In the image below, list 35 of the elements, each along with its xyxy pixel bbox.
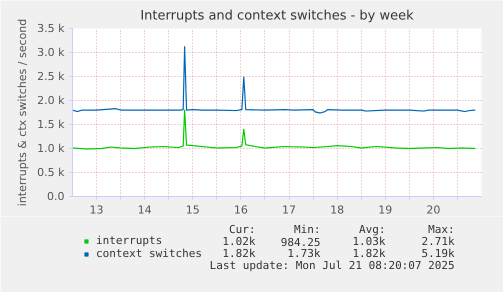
y-tick-label: 1.0 k <box>37 142 66 155</box>
x-tick-label: 14 <box>138 204 152 216</box>
y-tick-label: 0.0 <box>47 190 65 203</box>
x-tick-label: 15 <box>186 204 200 216</box>
x-tick-label: 17 <box>282 204 296 216</box>
x-tick-label: 20 <box>426 204 440 216</box>
text: 1.03k <box>352 235 386 248</box>
x-tick-label: 13 <box>90 204 104 216</box>
text: 2.71k <box>422 235 456 248</box>
y-tick-label: 1.5 k <box>37 118 66 131</box>
legend-label: interrupts <box>96 234 162 247</box>
text: 1.02k <box>222 235 256 248</box>
x-tick-label: 19 <box>378 204 392 216</box>
x-tick-label: 16 <box>234 204 248 216</box>
text: 5.19k <box>422 247 456 260</box>
text: Max: <box>428 223 455 236</box>
y-tick-label: 0.5 k <box>37 166 66 179</box>
y-tick-label: 3.0 k <box>37 46 66 59</box>
text: Avg: <box>359 223 386 236</box>
y-tick-label: 2.5 k <box>37 70 66 83</box>
legend-label: context switches <box>96 247 202 260</box>
chart-title: Interrupts and context switches - by week <box>140 8 414 24</box>
y-tick-label: 3.5 k <box>37 22 66 35</box>
text: Last update: Mon Jul 21 08:20:07 2025 <box>210 259 455 272</box>
text: 1.82k <box>222 247 256 260</box>
text: Cur: <box>228 223 256 236</box>
y-tick-label: 2.0 k <box>37 94 66 107</box>
text: 1.82k <box>352 247 386 260</box>
line-series <box>72 46 476 114</box>
text: 1.73k <box>287 247 321 260</box>
text: Min: <box>294 223 321 236</box>
x-tick-label: 18 <box>330 204 344 216</box>
y-axis-title: interrupts & ctx switches / second <box>16 18 30 206</box>
text: 984.25 <box>280 236 321 249</box>
line-series <box>72 110 476 150</box>
